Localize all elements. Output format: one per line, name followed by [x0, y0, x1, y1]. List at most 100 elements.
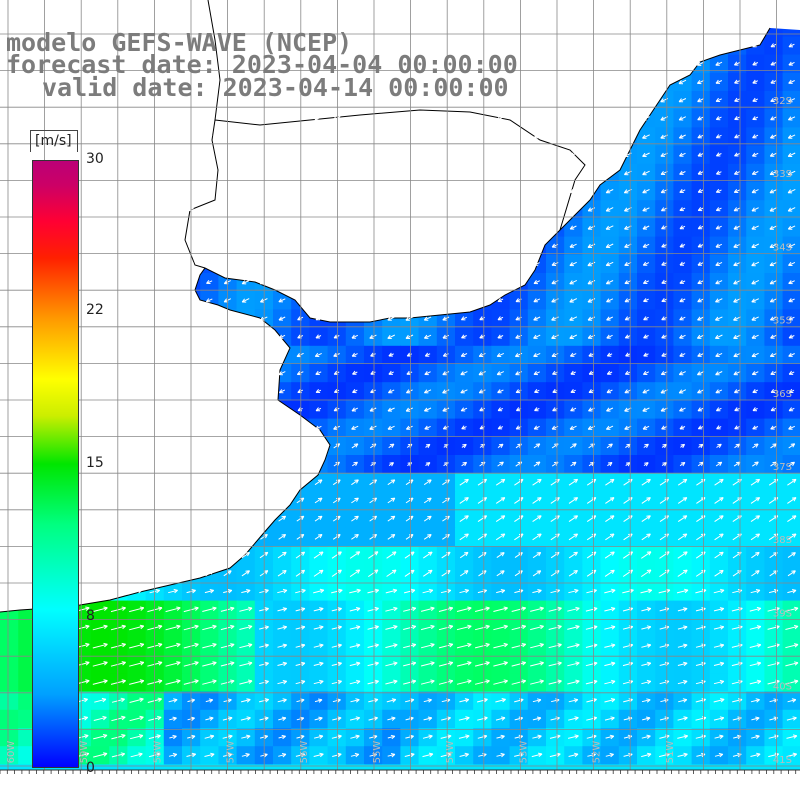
lat-label: 36S [773, 389, 792, 400]
lon-label: 53W [518, 741, 529, 764]
wind-arrow [314, 116, 323, 121]
wind-arrow [60, 61, 68, 66]
wind-arrow [424, 61, 431, 66]
wind-arrow [570, 43, 577, 48]
wind-arrow [752, 43, 759, 48]
wind-arrow [588, 97, 595, 102]
wind-arrow [168, 97, 177, 103]
wind-arrow [533, 61, 541, 66]
wind-arrow [133, 98, 140, 103]
wind-arrow [350, 61, 359, 66]
wind-arrow [60, 97, 67, 102]
wind-arrow [369, 79, 377, 85]
wind-arrow [478, 61, 486, 66]
lon-label: 57W [226, 741, 237, 764]
wind-arrow [642, 61, 650, 66]
lon-label: 60W [6, 741, 17, 764]
wind-arrow [715, 79, 723, 84]
wind-arrow [697, 98, 705, 103]
wind-arrow [350, 43, 359, 48]
wind-arrow [715, 43, 723, 48]
wind-arrow [533, 79, 541, 85]
wind-cell [0, 655, 19, 674]
wind-arrow [752, 61, 759, 66]
wind-arrow [478, 116, 487, 121]
wind-arrow [279, 43, 285, 48]
lon-label: 52W [592, 741, 603, 764]
wind-arrow [460, 79, 468, 84]
wind-arrow [133, 43, 140, 48]
lat-label: 35S [773, 316, 792, 327]
wind-cell [0, 618, 19, 638]
wind-arrow [734, 97, 740, 102]
wind-arrow [478, 98, 486, 103]
wind-arrow [533, 98, 541, 103]
wind-arrow [788, 61, 795, 66]
wind-arrow [788, 98, 796, 103]
wind-arrow [97, 61, 103, 66]
wind-arrow [314, 98, 323, 103]
wind-cell [0, 691, 19, 711]
wind-arrow [442, 97, 449, 102]
wind-arrow [752, 97, 759, 102]
lat-label: 33S [773, 169, 792, 180]
wind-arrow [314, 79, 323, 85]
wind-cell [0, 709, 19, 729]
wind-arrow [533, 43, 541, 48]
wind-arrow [588, 79, 595, 84]
wind-arrow [514, 79, 523, 85]
wind-arrow [606, 61, 613, 66]
wind-arrow [715, 97, 722, 102]
wind-arrow [460, 98, 468, 103]
land-mask [0, 0, 800, 612]
wind-cell [0, 637, 19, 656]
wind-arrow [242, 97, 249, 102]
wind-arrow [624, 61, 631, 66]
wind-arrow [205, 79, 213, 85]
wind-arrow [350, 79, 359, 85]
wind-arrow [278, 116, 286, 121]
wind-arrow [133, 61, 140, 66]
wind-arrow [496, 43, 505, 48]
wind-arrow [242, 43, 249, 48]
wind-arrow [752, 79, 759, 84]
wind-arrow [514, 61, 523, 66]
wind-arrow [296, 116, 304, 121]
wind-arrow [442, 79, 449, 84]
wind-arrow [424, 79, 431, 84]
wind-cell [0, 746, 19, 765]
wind-arrow [588, 61, 595, 66]
wind-arrow [460, 61, 468, 66]
wind-arrow [314, 61, 322, 66]
wind-arrow [168, 79, 177, 85]
lat-label: 40S [773, 682, 792, 693]
wind-arrow [461, 43, 468, 48]
lat-label: 32S [773, 96, 792, 107]
wind-arrow [570, 97, 577, 102]
map-footer-band [0, 770, 800, 800]
wind-arrow [570, 61, 577, 66]
wind-arrow [570, 79, 577, 84]
colorbar-tick-0: 0 [86, 760, 95, 776]
wind-arrow [279, 79, 285, 84]
wind-arrow [41, 61, 50, 66]
wind-arrow [734, 61, 741, 66]
wind-arrow [770, 61, 777, 66]
wind-arrow [205, 98, 213, 103]
wind-arrow [97, 97, 103, 102]
wind-arrow [60, 79, 67, 84]
lat-label: 39S [773, 608, 792, 619]
wind-arrow [351, 98, 359, 103]
wind-arrow [406, 61, 413, 66]
wind-arrow [332, 97, 341, 103]
wind-arrow [624, 43, 631, 48]
lon-label: 56W [299, 741, 310, 764]
wind-arrow [734, 79, 740, 84]
wind-arrow [332, 43, 341, 48]
wind-cell [0, 673, 19, 693]
wind-arrow [770, 79, 777, 84]
lat-label: 37S [773, 462, 792, 473]
wind-arrow [460, 116, 468, 121]
wind-arrow [606, 97, 613, 102]
